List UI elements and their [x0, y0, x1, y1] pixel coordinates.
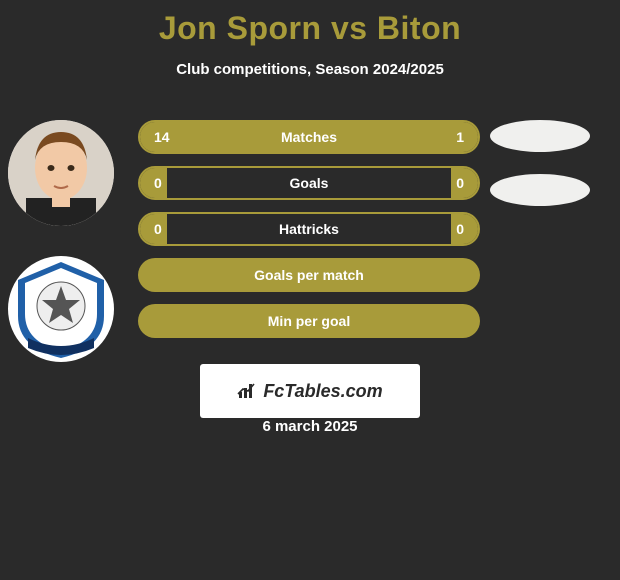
stat-row-goals-per-match: Goals per match — [138, 258, 480, 292]
stat-row-hattricks: 0 0 Hattricks — [138, 212, 480, 246]
player1-avatar — [8, 120, 114, 226]
brand-link[interactable]: FcTables.com — [200, 364, 420, 418]
stat-left-value: 0 — [140, 214, 167, 244]
player1-ellipse — [490, 120, 590, 152]
subtitle: Club competitions, Season 2024/2025 — [0, 61, 620, 78]
stat-right-value: 0 — [451, 214, 478, 244]
avatar-column — [8, 120, 114, 392]
player2-avatar — [8, 256, 114, 362]
stat-label: Goals — [140, 175, 478, 191]
club-crest-icon — [8, 256, 114, 362]
stat-left-value: 14 — [140, 122, 404, 152]
page-title: Jon Sporn vs Biton — [0, 0, 620, 47]
bar-chart-icon — [237, 382, 259, 400]
stat-right-value: 1 — [404, 122, 478, 152]
brand-text: FcTables.com — [263, 381, 382, 402]
player2-ellipse — [490, 174, 590, 206]
stat-row-matches: 14 1 Matches — [138, 120, 480, 154]
brand-label: FcTables.com — [237, 381, 382, 402]
date-label: 6 march 2025 — [0, 418, 620, 435]
stat-label: Hattricks — [140, 221, 478, 237]
stat-left-value: 0 — [140, 168, 167, 198]
stats-panel: 14 1 Matches 0 0 Goals 0 0 Hattricks Goa… — [138, 120, 480, 350]
right-ellipse-column — [490, 120, 600, 228]
stat-right-value: 0 — [451, 168, 478, 198]
stat-row-min-per-goal: Min per goal — [138, 304, 480, 338]
stat-row-goals: 0 0 Goals — [138, 166, 480, 200]
face-icon — [8, 120, 114, 226]
